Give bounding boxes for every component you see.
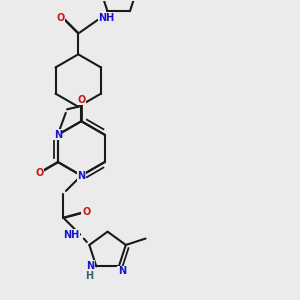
Text: N: N xyxy=(77,171,85,181)
Text: O: O xyxy=(82,207,90,217)
Text: O: O xyxy=(77,95,86,105)
Text: N: N xyxy=(86,261,94,271)
Text: NH: NH xyxy=(64,230,80,240)
Text: N: N xyxy=(54,130,62,140)
Text: H: H xyxy=(85,271,93,281)
Text: O: O xyxy=(35,168,43,178)
Text: N: N xyxy=(118,266,126,276)
Text: NH: NH xyxy=(98,13,114,23)
Text: O: O xyxy=(56,14,64,23)
